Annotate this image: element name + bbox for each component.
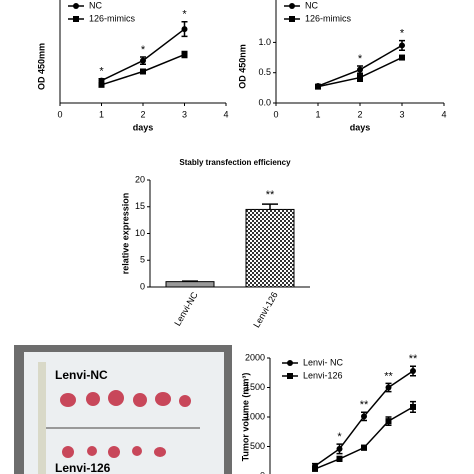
- significance: *: [141, 44, 146, 56]
- marker: [181, 51, 188, 58]
- legend-marker: [289, 3, 295, 9]
- x-tick-label: 3: [399, 109, 404, 119]
- marker: [385, 418, 392, 425]
- x-axis-label: days: [133, 122, 154, 132]
- tumor-photo: Lenvi-NC Lenvi-126: [14, 345, 232, 474]
- x-tick-label: 1: [99, 109, 104, 119]
- x-tick-label: Lenvi-126: [251, 290, 279, 329]
- significance: *: [358, 53, 363, 65]
- marker: [140, 68, 146, 75]
- x-tick-label: 0: [273, 109, 278, 119]
- marker: [357, 74, 363, 81]
- x-axis-label: days: [350, 122, 371, 132]
- legend-marker: [287, 373, 293, 379]
- legend-label: Lenvi- NC: [303, 357, 344, 367]
- x-tick-label: 4: [223, 109, 228, 119]
- legend-marker: [289, 16, 295, 22]
- x-tick-label: 2: [357, 109, 362, 119]
- legend-marker: [73, 16, 79, 22]
- x-tick-label: Lenvi-NC: [172, 290, 200, 328]
- y-tick-label: 1.0: [258, 37, 271, 47]
- x-tick-label: 3: [182, 109, 187, 119]
- chart-title: Stably transfection efficiency: [179, 158, 291, 167]
- significance: *: [99, 66, 104, 78]
- marker: [336, 445, 343, 452]
- significance: **: [384, 370, 393, 382]
- marker: [312, 465, 318, 472]
- y-tick-label: 2000: [245, 352, 265, 362]
- y-axis-label: Tumor volume (mm³): [240, 373, 250, 462]
- y-tick-label: 1500: [245, 382, 265, 392]
- significance: **: [409, 353, 418, 365]
- significance: **: [266, 189, 275, 201]
- marker: [361, 413, 367, 420]
- marker: [399, 54, 405, 61]
- y-tick-label: 15: [135, 201, 145, 211]
- marker: [410, 367, 416, 374]
- significance: *: [182, 9, 187, 21]
- y-tick-label: 0.0: [258, 97, 271, 107]
- y-tick-label: 0: [260, 470, 265, 474]
- photo-label: Lenvi-NC: [55, 368, 108, 382]
- y-axis-label: OD 450nm: [237, 44, 247, 89]
- bar: [165, 281, 215, 288]
- y-axis-label: OD 450mm: [36, 43, 46, 90]
- marker: [98, 81, 105, 88]
- marker: [181, 26, 188, 33]
- significance: *: [337, 431, 342, 443]
- marker: [361, 444, 367, 451]
- y-axis-label: relative expression: [120, 193, 130, 275]
- marker: [410, 403, 416, 410]
- legend-label: Lenvi-126: [303, 370, 343, 380]
- x-tick-label: 0: [57, 109, 62, 119]
- bar: [245, 208, 295, 288]
- legend-marker: [73, 3, 79, 9]
- y-tick-label: 0.5: [258, 67, 271, 77]
- marker: [357, 66, 363, 73]
- y-tick-label: 5: [140, 255, 145, 265]
- error-bar: [182, 280, 198, 282]
- marker: [315, 83, 321, 90]
- y-tick-label: 0: [140, 281, 145, 291]
- y-tick-label: 10: [135, 228, 145, 238]
- marker: [140, 57, 146, 64]
- legend-marker: [287, 360, 293, 366]
- y-tick-label: 1000: [245, 411, 265, 421]
- photo-label: Lenvi-126: [55, 461, 111, 474]
- error-bar: [262, 203, 278, 210]
- legend-label: 126-mimics: [89, 13, 136, 23]
- marker: [336, 455, 343, 462]
- y-tick-label: 500: [250, 441, 265, 451]
- marker: [385, 384, 392, 391]
- legend-label: NC: [305, 0, 318, 10]
- x-tick-label: 4: [441, 109, 446, 119]
- legend-label: 126-mimics: [305, 13, 352, 23]
- y-tick-label: 20: [135, 174, 145, 184]
- legend-label: NC: [89, 0, 102, 10]
- x-tick-label: 1: [315, 109, 320, 119]
- marker: [399, 42, 405, 49]
- x-tick-label: 2: [140, 109, 145, 119]
- significance: **: [360, 399, 369, 411]
- significance: *: [400, 28, 405, 40]
